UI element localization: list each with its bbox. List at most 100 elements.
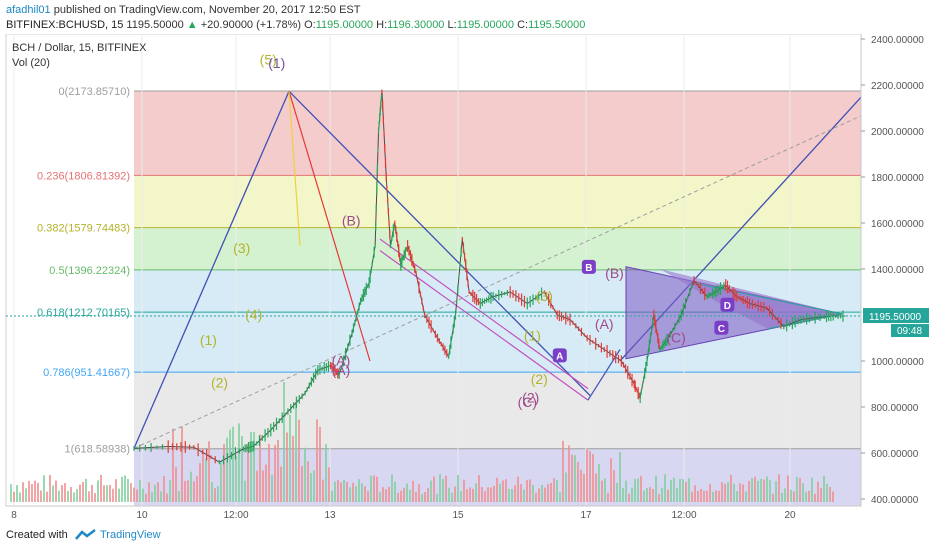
volume-bar: [826, 483, 828, 502]
volume-bar: [262, 470, 264, 502]
volume-bar: [502, 480, 504, 502]
wave-label-12: (2): [531, 371, 548, 387]
up-arrow-icon: ▲: [186, 19, 198, 31]
volume-bar: [67, 490, 69, 502]
volume-bar: [451, 492, 453, 502]
volume-bar: [127, 479, 129, 502]
volume-bar: [391, 474, 393, 502]
volume-bar: [355, 486, 357, 502]
volume-bar: [133, 487, 135, 502]
header-bar: afadhil01 published on TradingView.com, …: [0, 0, 932, 34]
volume-bar: [313, 470, 315, 502]
volume-bar: [565, 472, 567, 502]
pattern-label-1: B: [585, 263, 592, 274]
triangle-pattern-2: [660, 269, 842, 329]
volume-bar: [529, 479, 531, 502]
volume-bar: [307, 461, 309, 502]
yellow-wave-line: [288, 91, 301, 247]
volume-bar: [568, 445, 570, 502]
volume-bar: [457, 475, 459, 502]
volume-bar: [73, 492, 75, 502]
volume-bar: [91, 484, 93, 502]
volume-bars: [10, 382, 834, 502]
volume-bar: [622, 487, 624, 502]
magenta-channel-lower: [379, 250, 589, 401]
wave-label-4: (5): [260, 51, 277, 67]
countdown-tag: [891, 324, 929, 338]
volume-bar: [421, 493, 423, 502]
volume-bar: [439, 474, 441, 502]
volume-bar: [559, 492, 561, 502]
volume-bar: [583, 474, 585, 502]
ohlc-line: BITFINEX:BCHUSD, 15 1195.50000 ▲ +20.900…: [6, 19, 585, 31]
volume-bar: [298, 419, 300, 502]
volume-bar: [691, 491, 693, 502]
volume-bar: [469, 487, 471, 502]
tradingview-brand[interactable]: TradingView: [100, 529, 161, 541]
volume-bar: [727, 481, 729, 502]
volume-bar: [679, 478, 681, 502]
volume-bar: [88, 491, 90, 502]
volume-bar: [490, 487, 492, 502]
author-link[interactable]: afadhil01: [6, 4, 51, 16]
fib-bands: 0(2173.85710) 0.236(1806.81392) 0.382(1579…: [37, 86, 861, 506]
volume-bar: [289, 414, 291, 502]
volume-bar: [328, 467, 330, 502]
volume-bar: [292, 435, 294, 502]
volume-bar: [799, 477, 801, 502]
volume-bar: [760, 478, 762, 502]
volume-bar: [754, 476, 756, 502]
wave-label-6: (A): [332, 353, 351, 369]
volume-bar: [538, 488, 540, 502]
wave-label-13: (3): [536, 288, 553, 304]
volume-bar: [418, 484, 420, 502]
volume-bar: [22, 482, 24, 502]
volume-bar: [676, 488, 678, 502]
volume-bar: [628, 493, 630, 502]
volume-bar: [631, 487, 633, 502]
volume-bar: [721, 482, 723, 502]
volume-bar: [823, 475, 825, 502]
volume-bar: [124, 475, 126, 502]
y-tick-label-3: 1800.00000: [871, 173, 924, 184]
volume-bar: [229, 429, 231, 502]
volume-bar: [520, 484, 522, 502]
volume-bar: [556, 479, 558, 502]
volume-bar: [349, 487, 351, 502]
volume-bar: [517, 476, 519, 502]
volume-bar: [586, 449, 588, 502]
volume-bar: [433, 476, 435, 502]
volume-bar: [43, 475, 45, 502]
volume-bar: [427, 487, 429, 502]
volume-bar: [121, 476, 123, 502]
volume-bar: [661, 487, 663, 502]
volume-bar: [619, 452, 621, 502]
volume-bar: [466, 489, 468, 502]
magenta-channel-upper: [379, 238, 589, 390]
y-tick-label-5: 1400.00000: [871, 265, 924, 276]
volume-bar: [523, 489, 525, 502]
volume-bar: [94, 493, 96, 502]
volume-bar: [589, 451, 591, 502]
volume-bar: [28, 480, 30, 502]
volume-bar: [766, 476, 768, 502]
volume-bar: [700, 488, 702, 502]
volume-bar: [424, 492, 426, 502]
volume-bar: [508, 488, 510, 502]
volume-bar: [778, 474, 780, 502]
volume-bar: [346, 481, 348, 502]
high-value: 1196.30000: [387, 19, 445, 31]
volume-bar: [301, 466, 303, 502]
volume-bar: [259, 434, 261, 502]
wave-label-15: (B): [605, 265, 624, 281]
volume-bar: [769, 479, 771, 502]
fib-band-5: [134, 372, 861, 449]
volume-bar: [394, 481, 396, 502]
volume-bar: [505, 479, 507, 502]
wave-label-16: (C): [666, 330, 685, 346]
price-chart[interactable]: 0(2173.85710) 0.236(1806.81392) 0.382(1579…: [0, 34, 932, 522]
low-value: 1195.00000: [456, 19, 514, 31]
volume-bar: [658, 493, 660, 502]
pattern-label-3: D: [724, 301, 731, 312]
volume-bar: [214, 488, 216, 502]
